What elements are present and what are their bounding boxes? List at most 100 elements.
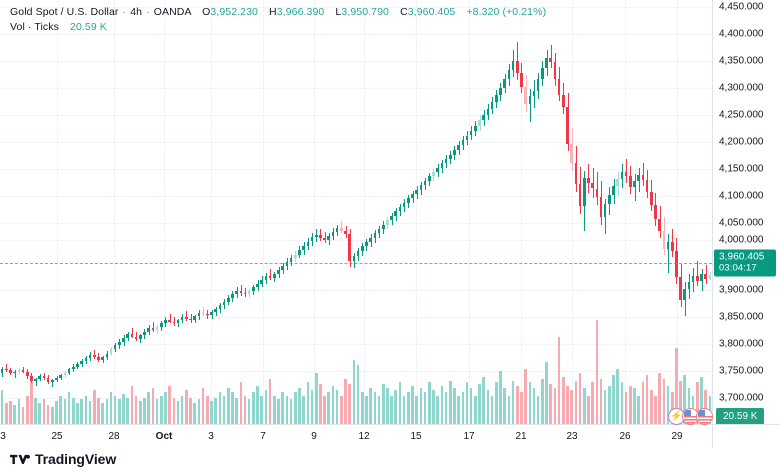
volume-bar (461, 391, 465, 424)
volume-bar (570, 389, 573, 424)
price-tick-label: 4,150.000 (719, 163, 764, 175)
volume-bar (293, 391, 297, 424)
volume-bar (549, 384, 553, 424)
volume-bar (390, 395, 393, 424)
tradingview-wordmark: TradingView (35, 451, 117, 467)
candle-body (507, 69, 511, 80)
grid-layer (0, 0, 712, 424)
candle-body (633, 180, 636, 188)
axis-corner (712, 424, 780, 449)
candle-body (557, 79, 561, 95)
horizontal-gridline (0, 223, 712, 224)
candle-body (427, 176, 431, 181)
chart-plot-area[interactable] (0, 0, 712, 424)
last-price-badge[interactable]: 3,960.405 03:04:17 (714, 249, 776, 277)
price-tick-label: 4,050.000 (719, 217, 764, 229)
candle-body (105, 353, 109, 358)
chart-footer: TradingView (0, 448, 780, 470)
volume-bar (599, 378, 603, 424)
candle-body (273, 274, 276, 278)
vertical-gridline (416, 0, 417, 424)
time-tick-label: 25 (51, 431, 63, 442)
candle-body (218, 305, 222, 309)
candle-body (130, 334, 134, 337)
candle-body (536, 79, 540, 92)
volume-bar (423, 391, 427, 424)
price-scale[interactable]: 3,960.405 03:04:17 20.59 K 4,450.000 4,40… (712, 0, 780, 425)
time-scale[interactable]: 3 25 28 Oct 3 7 9 12 15 17 21 23 26 29 (0, 424, 712, 449)
volume-bar (641, 382, 645, 424)
volume-bar (185, 389, 188, 424)
horizontal-gridline (0, 290, 712, 291)
candle-wick (626, 159, 627, 184)
candle-body (574, 163, 578, 185)
time-tick-label: 26 (619, 431, 631, 442)
candle-wick (270, 269, 271, 281)
candle-body (360, 246, 364, 251)
volume-bar (277, 399, 280, 424)
time-tick-label: Oct (155, 431, 173, 442)
us-flag-icon-2[interactable] (696, 408, 713, 425)
candle-wick (635, 174, 636, 201)
volume-bar (206, 395, 209, 424)
horizontal-gridline (0, 240, 712, 241)
volume-bar (545, 361, 548, 424)
volume-bar (97, 397, 100, 424)
volume-bar (201, 388, 205, 424)
candle-body (687, 282, 691, 290)
volume-bar (524, 369, 527, 424)
candle-body (285, 262, 289, 267)
volume-bar (557, 337, 561, 424)
volume-bar (407, 391, 410, 424)
candle-wick (643, 163, 644, 187)
candle-body (520, 72, 523, 87)
vertical-gridline (572, 0, 573, 424)
volume-bar (574, 380, 578, 424)
volume-bar (616, 369, 620, 424)
volume-bar (268, 378, 272, 424)
volume-bar (298, 388, 301, 424)
volume-bar (105, 399, 109, 424)
us-flag-icon-1[interactable] (682, 408, 699, 425)
candle-body (340, 227, 343, 231)
volume-bar (633, 388, 636, 424)
volume-bar (310, 389, 314, 424)
candle-body (490, 102, 494, 109)
candle-body (394, 211, 398, 216)
candle-body (310, 237, 314, 242)
horizontal-gridline (0, 169, 712, 170)
volume-bar (239, 382, 243, 424)
candle-body (243, 292, 247, 295)
candle-wick (186, 311, 187, 321)
volume-bar (247, 399, 251, 424)
volume-bar (46, 405, 50, 424)
price-tick-label: 3,900.000 (719, 284, 764, 296)
time-tick-label: 3 (208, 431, 214, 442)
candle-body (541, 68, 544, 80)
candle-wick (44, 373, 45, 380)
price-tick-label: 4,300.000 (719, 82, 764, 94)
price-tick-label: 4,450.000 (719, 1, 764, 13)
candle-body (281, 266, 284, 271)
volume-bar (340, 395, 343, 424)
candle-body (298, 250, 301, 255)
candle-body (411, 193, 414, 199)
volume-bar (595, 320, 599, 424)
price-tick-label: 3,700.000 (719, 392, 764, 404)
candle-body (139, 335, 142, 339)
chart-badge-cluster[interactable]: ⚡ (668, 407, 713, 426)
horizontal-gridline (0, 88, 712, 89)
candle-body (608, 195, 611, 204)
candle-body (38, 376, 42, 379)
volume-bar (373, 391, 377, 424)
candle-body (92, 355, 96, 357)
volume-bar (327, 391, 331, 424)
candle-body (390, 215, 393, 221)
candle-body (109, 349, 113, 354)
volume-bar (30, 382, 33, 424)
horizontal-gridline (0, 371, 712, 372)
volume-bar (360, 391, 364, 424)
horizontal-gridline (0, 398, 712, 399)
candle-body (134, 336, 138, 339)
tradingview-logo[interactable]: TradingView (10, 451, 116, 467)
